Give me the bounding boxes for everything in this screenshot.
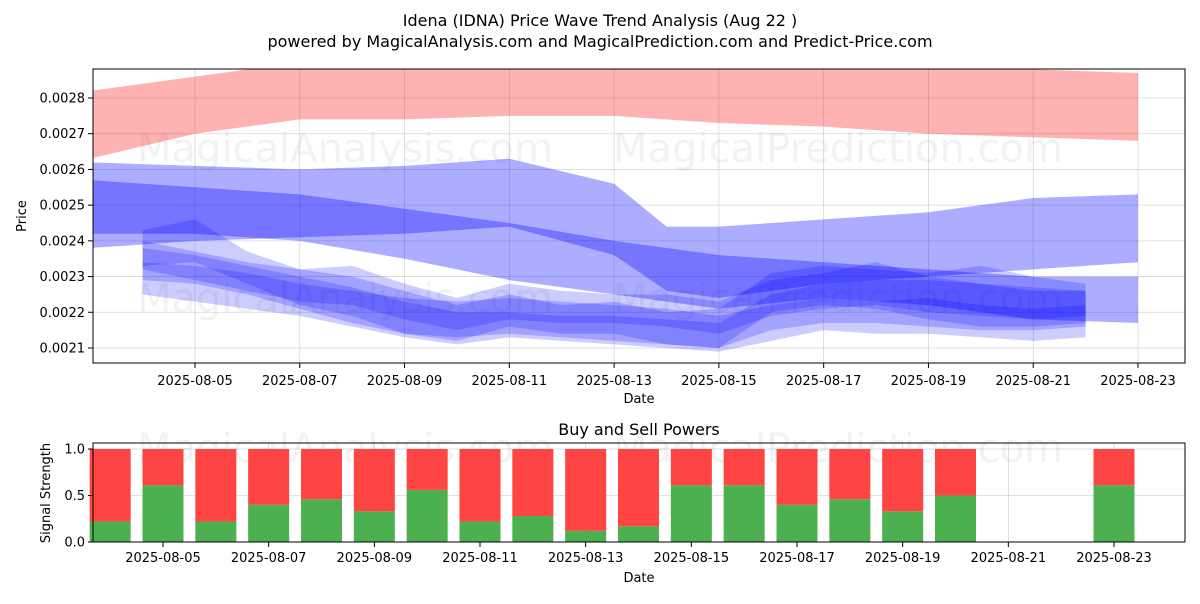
buy-bar	[935, 495, 976, 542]
price-bands	[93, 69, 1138, 352]
signal-x-tick-label: 2025-08-05	[125, 551, 201, 566]
buy-bar	[829, 499, 871, 542]
price-y-label: Price	[15, 200, 30, 232]
price-y-tick-label: 0.0027	[40, 127, 86, 142]
sell-bar	[512, 449, 554, 516]
price-y-tick-label: 0.0028	[40, 92, 86, 107]
sell-bar	[618, 449, 659, 527]
buy-bar	[512, 515, 554, 542]
blue-wave-band	[142, 219, 1086, 348]
signal-x-tick-label: 2025-08-15	[654, 551, 730, 566]
blue-wave-band	[142, 262, 1086, 352]
price-x-tick-label: 2025-08-17	[786, 374, 862, 389]
buy-bar	[723, 485, 765, 542]
price-x-tick-label: 2025-08-21	[995, 374, 1071, 389]
signal-y-tick-label: 0.5	[64, 489, 85, 504]
sell-bar	[353, 449, 395, 512]
price-x-label: Date	[623, 392, 654, 407]
sell-bar	[248, 449, 290, 505]
signal-x-tick-label: 2025-08-13	[548, 551, 624, 566]
signal-bars	[89, 449, 1135, 542]
price-plot-frame	[92, 68, 1186, 364]
sell-bar	[723, 449, 765, 486]
buy-bar	[353, 511, 395, 542]
price-axes: 2025-08-05 2025-08-07 2025-08-09 2025-08-11…	[40, 92, 1176, 390]
sell-bar	[195, 449, 237, 522]
sell-bar	[565, 449, 607, 531]
price-y-tick-label: 0.0023	[40, 270, 86, 285]
buy-bar	[459, 521, 501, 542]
buy-bar	[406, 489, 448, 542]
signal-x-tick-label: 2025-08-21	[971, 551, 1047, 566]
watermark-prediction-mid: MagicalPrediction.com	[613, 276, 1063, 322]
price-x-tick-label: 2025-08-05	[157, 374, 233, 389]
price-x-tick-label: 2025-08-15	[681, 374, 757, 389]
price-y-tick-label: 0.0021	[40, 342, 86, 357]
buy-bar	[776, 504, 818, 542]
signal-x-label: Date	[623, 571, 654, 586]
buy-bar	[670, 485, 712, 542]
blue-wave-band	[93, 158, 1138, 298]
price-x-tick-label: 2025-08-23	[1100, 374, 1176, 389]
price-grid	[93, 69, 1185, 363]
sell-bar	[829, 449, 871, 500]
signal-y-tick-label: 1.0	[64, 443, 85, 458]
signal-plot: Buy and Sell Powers MagicalAnalysis.com …	[39, 420, 1186, 586]
red-wave-band	[93, 69, 1138, 159]
signal-axes: 2025-08-05 2025-08-07 2025-08-09 2025-08-11…	[64, 443, 1151, 567]
price-x-tick-label: 2025-08-19	[891, 374, 967, 389]
price-y-tick-label: 0.0025	[40, 199, 86, 214]
sell-bar	[142, 449, 184, 486]
buy-bar	[882, 511, 924, 542]
price-x-tick-label: 2025-08-07	[262, 374, 338, 389]
blue-wave-band	[93, 180, 1138, 323]
price-plot: MagicalAnalysis.com MagicalPrediction.co…	[15, 68, 1186, 407]
buy-bar	[1093, 485, 1135, 542]
signal-plot-frame	[92, 442, 1186, 543]
sell-bar	[459, 449, 501, 522]
price-x-tick-label: 2025-08-11	[472, 374, 548, 389]
signal-x-tick-label: 2025-08-19	[865, 551, 941, 566]
sell-bar	[406, 449, 448, 490]
signal-x-tick-label: 2025-08-09	[337, 551, 413, 566]
buy-bar	[618, 526, 659, 542]
price-y-tick-label: 0.0026	[40, 163, 86, 178]
buy-bar	[142, 485, 184, 542]
blue-wave-band	[142, 240, 1086, 334]
signal-y-label: Signal Strength	[39, 443, 54, 543]
watermark-analysis-mid: MagicalAnalysis.com	[137, 276, 553, 322]
buy-bar	[301, 499, 342, 542]
buy-bar	[89, 521, 131, 542]
sell-bar	[1093, 449, 1135, 486]
buy-bar	[565, 530, 607, 542]
price-y-tick-label: 0.0024	[40, 234, 86, 249]
sell-bar	[776, 449, 818, 505]
buy-bar	[195, 521, 237, 542]
signal-y-tick-label: 0.0	[64, 536, 85, 551]
sell-bar	[670, 449, 712, 486]
signal-x-tick-label: 2025-08-07	[231, 551, 307, 566]
buy-bar	[248, 504, 290, 542]
sell-bar	[89, 449, 131, 522]
signal-x-tick-label: 2025-08-17	[759, 551, 835, 566]
sell-bar	[882, 449, 924, 512]
signal-title: Buy and Sell Powers	[558, 420, 720, 439]
price-x-tick-label: 2025-08-09	[367, 374, 443, 389]
sell-bar	[935, 449, 976, 496]
watermark-prediction-top: MagicalPrediction.com	[613, 126, 1063, 172]
watermark-analysis-top: MagicalAnalysis.com	[137, 126, 553, 172]
signal-x-tick-label: 2025-08-23	[1076, 551, 1152, 566]
blue-wave-band	[142, 248, 1086, 348]
chart-subtitle: powered by MagicalAnalysis.com and Magic…	[267, 32, 932, 51]
signal-x-tick-label: 2025-08-11	[442, 551, 518, 566]
sell-bar	[301, 449, 342, 500]
price-y-tick-label: 0.0022	[40, 306, 86, 321]
price-x-tick-label: 2025-08-13	[576, 374, 652, 389]
chart-title: Idena (IDNA) Price Wave Trend Analysis (…	[403, 11, 798, 30]
